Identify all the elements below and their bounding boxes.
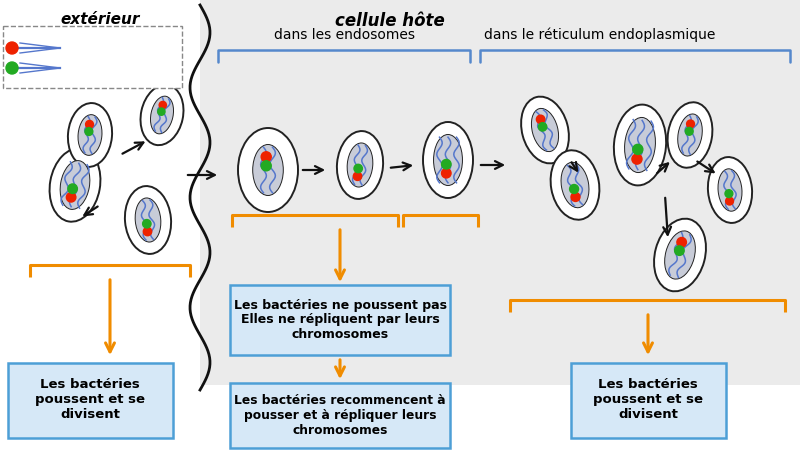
Ellipse shape xyxy=(341,135,379,195)
FancyBboxPatch shape xyxy=(7,363,173,438)
Text: cellule hôte: cellule hôte xyxy=(335,12,445,30)
Circle shape xyxy=(725,190,733,197)
Circle shape xyxy=(442,159,451,169)
Ellipse shape xyxy=(529,105,561,156)
Ellipse shape xyxy=(76,111,104,159)
Ellipse shape xyxy=(625,117,655,172)
Circle shape xyxy=(159,101,166,109)
Ellipse shape xyxy=(337,131,383,199)
Ellipse shape xyxy=(671,106,709,164)
Circle shape xyxy=(6,42,18,54)
Ellipse shape xyxy=(253,145,283,196)
Ellipse shape xyxy=(662,227,698,283)
Circle shape xyxy=(686,127,693,135)
Circle shape xyxy=(633,144,643,154)
Ellipse shape xyxy=(525,101,565,159)
Circle shape xyxy=(674,246,684,255)
Ellipse shape xyxy=(50,148,101,222)
Ellipse shape xyxy=(667,102,713,168)
Circle shape xyxy=(86,121,94,128)
Text: Les bactéries recommencent à
pousser et à répliquer leurs
chromosomes: Les bactéries recommencent à pousser et … xyxy=(234,394,446,436)
Ellipse shape xyxy=(125,186,171,254)
Ellipse shape xyxy=(678,114,702,156)
Ellipse shape xyxy=(149,93,175,137)
Ellipse shape xyxy=(60,161,90,209)
Ellipse shape xyxy=(718,169,742,211)
Text: dans le réticulum endoplasmique: dans le réticulum endoplasmique xyxy=(484,28,716,42)
Text: Les bactéries
poussent et se
divisent: Les bactéries poussent et se divisent xyxy=(593,379,703,421)
Ellipse shape xyxy=(431,130,465,190)
Circle shape xyxy=(632,154,642,164)
Ellipse shape xyxy=(716,165,744,215)
Ellipse shape xyxy=(521,96,569,163)
Text: chromosome II: chromosome II xyxy=(64,63,156,73)
Ellipse shape xyxy=(250,140,286,200)
Circle shape xyxy=(726,197,734,205)
Circle shape xyxy=(538,123,547,131)
Ellipse shape xyxy=(614,105,666,185)
Ellipse shape xyxy=(712,161,748,219)
Text: dans les endosomes: dans les endosomes xyxy=(274,28,415,42)
Ellipse shape xyxy=(129,190,167,250)
Circle shape xyxy=(442,168,451,178)
Circle shape xyxy=(354,172,362,181)
Circle shape xyxy=(677,238,686,247)
Ellipse shape xyxy=(68,103,112,167)
Ellipse shape xyxy=(72,107,108,163)
Ellipse shape xyxy=(550,150,599,220)
Circle shape xyxy=(6,62,18,74)
Circle shape xyxy=(142,220,151,228)
Ellipse shape xyxy=(345,139,375,191)
Ellipse shape xyxy=(434,135,462,186)
Circle shape xyxy=(85,127,93,136)
Ellipse shape xyxy=(145,89,179,141)
Circle shape xyxy=(570,185,578,193)
Ellipse shape xyxy=(558,158,591,212)
Text: extérieur: extérieur xyxy=(60,12,140,27)
Circle shape xyxy=(686,120,694,128)
Ellipse shape xyxy=(708,157,752,223)
Ellipse shape xyxy=(658,222,702,288)
FancyBboxPatch shape xyxy=(230,383,450,448)
Circle shape xyxy=(158,108,165,115)
Ellipse shape xyxy=(554,154,595,216)
Circle shape xyxy=(261,152,271,162)
FancyBboxPatch shape xyxy=(200,0,800,385)
Ellipse shape xyxy=(135,198,161,242)
Ellipse shape xyxy=(150,96,174,134)
Ellipse shape xyxy=(238,128,298,212)
FancyBboxPatch shape xyxy=(570,363,726,438)
Text: Les bactéries
poussent et se
divisent: Les bactéries poussent et se divisent xyxy=(35,379,145,421)
Circle shape xyxy=(68,184,78,193)
Ellipse shape xyxy=(242,132,294,208)
Ellipse shape xyxy=(531,108,558,152)
Ellipse shape xyxy=(654,219,706,291)
Ellipse shape xyxy=(246,136,290,204)
Text: chromosome I: chromosome I xyxy=(64,43,152,53)
Ellipse shape xyxy=(58,156,93,214)
Ellipse shape xyxy=(618,109,662,182)
Ellipse shape xyxy=(561,162,589,208)
FancyBboxPatch shape xyxy=(3,26,182,88)
Ellipse shape xyxy=(423,122,473,198)
Ellipse shape xyxy=(665,231,695,279)
Ellipse shape xyxy=(133,194,163,246)
Ellipse shape xyxy=(347,143,373,187)
Circle shape xyxy=(261,161,271,171)
Circle shape xyxy=(143,228,152,236)
Ellipse shape xyxy=(427,126,469,194)
Circle shape xyxy=(536,115,545,124)
Ellipse shape xyxy=(78,115,102,155)
Ellipse shape xyxy=(141,85,183,145)
Circle shape xyxy=(66,192,76,202)
Ellipse shape xyxy=(54,152,97,217)
FancyBboxPatch shape xyxy=(230,285,450,355)
Circle shape xyxy=(354,164,362,173)
Ellipse shape xyxy=(622,112,658,177)
Text: Les bactéries ne poussent pas
Elles ne répliquent par leurs
chromosomes: Les bactéries ne poussent pas Elles ne r… xyxy=(234,298,446,342)
Circle shape xyxy=(571,192,580,202)
Ellipse shape xyxy=(675,110,705,160)
